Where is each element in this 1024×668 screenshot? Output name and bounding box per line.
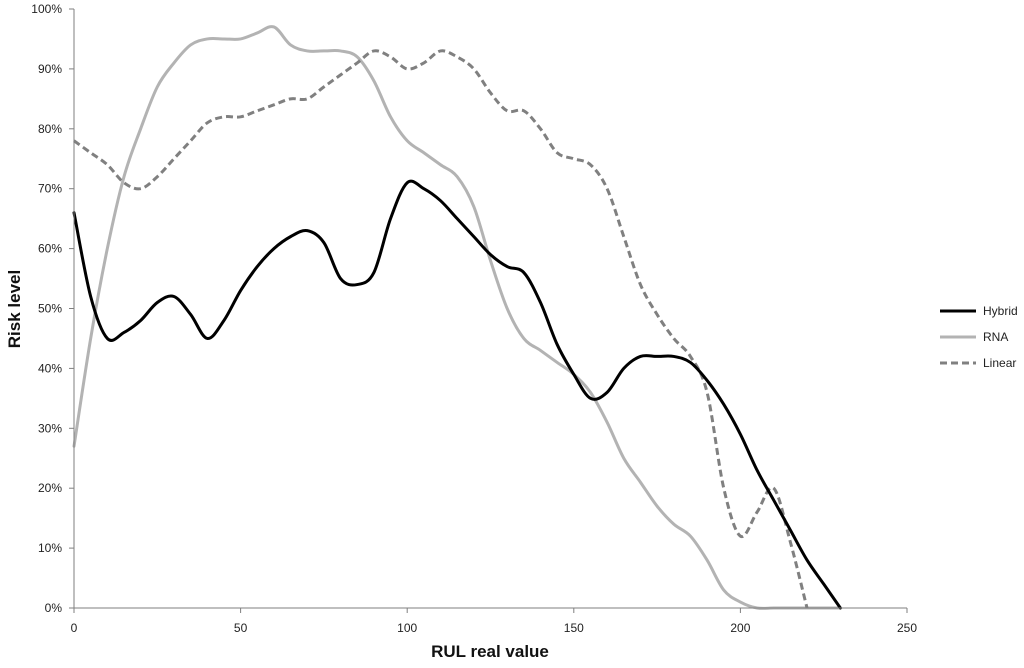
x-tick-label: 0 bbox=[71, 621, 78, 635]
series-line-rna bbox=[72, 25, 842, 610]
legend-label-hybrid: Hybrid bbox=[983, 304, 1018, 318]
y-axis-title: Risk level bbox=[5, 270, 24, 348]
y-tick-label: 60% bbox=[38, 242, 62, 256]
x-tick-label: 250 bbox=[897, 621, 917, 635]
y-tick-label: 10% bbox=[38, 541, 62, 555]
x-tick-label: 50 bbox=[234, 621, 248, 635]
legend: Hybrid RNA Linear bbox=[940, 304, 1018, 370]
y-tick-label: 30% bbox=[38, 421, 62, 435]
axes bbox=[69, 8, 908, 613]
x-tick-label: 100 bbox=[397, 621, 417, 635]
y-tick-label: 80% bbox=[38, 122, 62, 136]
tick-labels: 0% 10% 20% 30% 40% 50% 60% 70% 80% 90% 100% 0 50 100 1… bbox=[31, 2, 917, 635]
y-tick-label: 50% bbox=[38, 302, 62, 316]
y-tick-label: 0% bbox=[45, 601, 63, 615]
x-tick-label: 200 bbox=[730, 621, 750, 635]
x-axis-title: RUL real value bbox=[431, 642, 549, 661]
x-tick-label: 150 bbox=[564, 621, 584, 635]
y-tick-label: 70% bbox=[38, 182, 62, 196]
y-tick-label: 100% bbox=[31, 2, 62, 16]
legend-label-linear: Linear bbox=[983, 356, 1016, 370]
y-tick-label: 90% bbox=[38, 62, 62, 76]
series-line-linear bbox=[73, 49, 809, 609]
y-tick-label: 20% bbox=[38, 481, 62, 495]
series-line-hybrid bbox=[72, 179, 842, 610]
legend-label-rna: RNA bbox=[983, 330, 1008, 344]
series-lines bbox=[72, 25, 842, 610]
y-tick-label: 40% bbox=[38, 361, 62, 375]
